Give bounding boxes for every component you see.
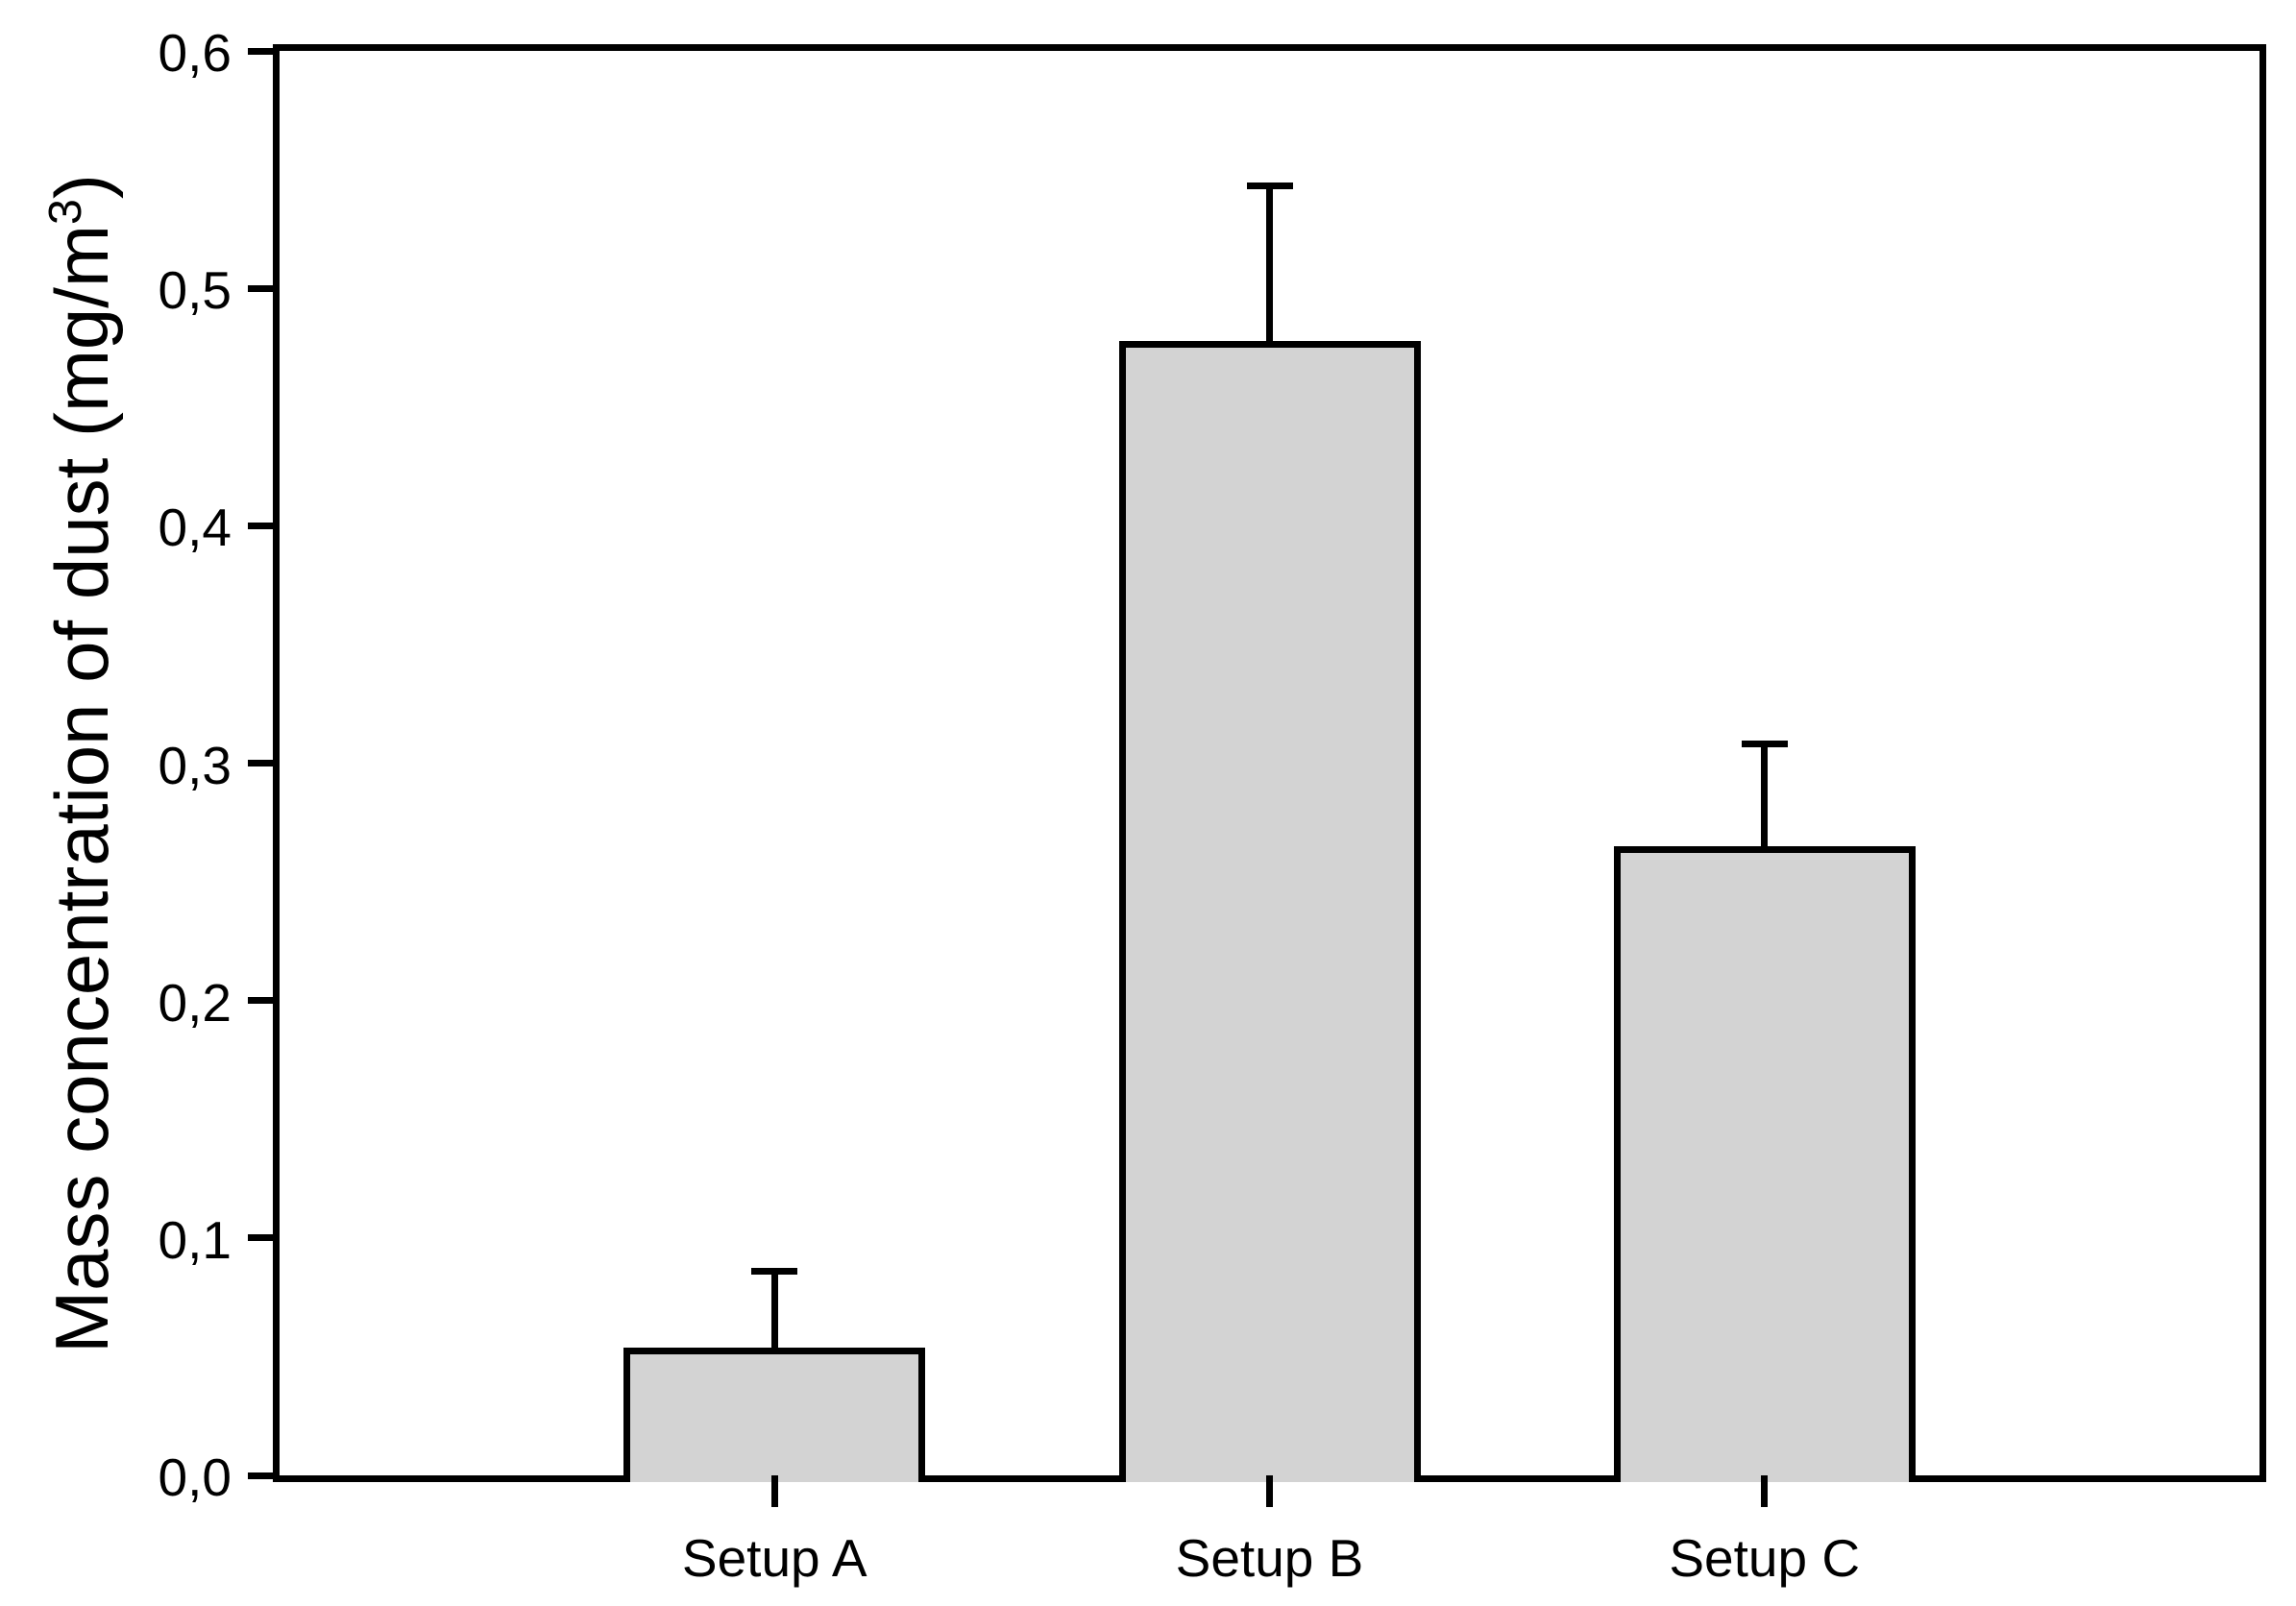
error-bar-cap (1246, 182, 1293, 190)
error-bar-cap (1741, 741, 1788, 748)
bar-setup-a (623, 1347, 926, 1482)
error-bar-line (1761, 743, 1769, 846)
bar-setup-c (1613, 846, 1916, 1482)
x-axis-label-setup-c: Setup C (1669, 1528, 1861, 1588)
superscript-3: 3 (39, 198, 92, 225)
y-axis-tick-label: 0,3 (158, 735, 232, 795)
bar-setup-b (1118, 340, 1421, 1482)
y-axis-tick (248, 522, 275, 529)
y-axis-tick-label: 0,5 (158, 260, 232, 321)
error-bar-cap (751, 1267, 798, 1275)
y-axis-tick (248, 760, 275, 766)
y-axis-tick-label: 0,2 (158, 972, 232, 1033)
x-axis-tick (1266, 1475, 1273, 1507)
x-axis-tick (770, 1475, 778, 1507)
y-axis-tick-label: 0,0 (158, 1448, 232, 1507)
x-axis-label-setup-a: Setup A (681, 1528, 867, 1588)
error-bar-line (1266, 185, 1273, 341)
y-axis-tick-label: 0,1 (158, 1209, 232, 1270)
error-bar-line (770, 1271, 778, 1348)
x-axis-tick (1761, 1475, 1769, 1507)
y-axis-tick (248, 1472, 275, 1479)
y-axis-tick (248, 997, 275, 1005)
plot-area: 0,0 0,1 0,2 0,3 0,4 0,5 0,6 Setup A Setup B Setup… (159, 26, 2266, 1587)
y-axis-tick (248, 1234, 275, 1242)
y-axis-tick-label: 0,6 (158, 23, 232, 83)
x-axis-label-setup-b: Setup B (1175, 1528, 1364, 1588)
y-axis-tick-label: 0,4 (158, 498, 232, 558)
y-axis-tick (248, 47, 275, 55)
y-axis-tick (248, 284, 275, 292)
